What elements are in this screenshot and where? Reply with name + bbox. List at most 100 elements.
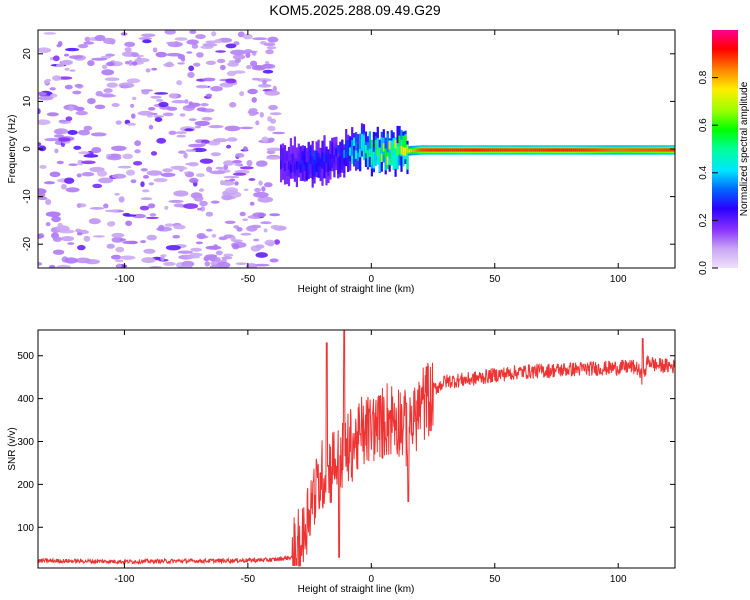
- signal-cell: [513, 148, 516, 152]
- noise-blob: [245, 52, 251, 58]
- signal-cell: [451, 148, 454, 152]
- noise-blob: [130, 103, 135, 108]
- noise-blob: [149, 213, 157, 217]
- noise-blob: [81, 160, 96, 165]
- snr-x-ticks: -100 -50 0 50 100: [114, 330, 627, 585]
- noise-blob: [270, 224, 280, 230]
- signal-cell: [438, 148, 441, 152]
- signal-cell: [315, 150, 318, 168]
- signal-cell: [430, 148, 433, 152]
- noise-blob: [64, 84, 73, 90]
- noise-blob: [94, 104, 106, 110]
- signal-cell: [311, 162, 314, 180]
- signal-cell: [576, 148, 579, 152]
- y-tick-label: -10: [22, 189, 33, 204]
- signal-cell: [321, 152, 324, 186]
- noise-blob: [173, 190, 189, 197]
- signal-cell: [594, 148, 597, 152]
- noise-blob: [172, 234, 180, 239]
- noise-blob: [147, 203, 156, 209]
- signal-cell: [601, 148, 605, 152]
- noise-blob: [253, 238, 260, 242]
- signal-cell: [475, 148, 478, 152]
- noise-blob: [267, 137, 275, 142]
- signal-cell: [580, 148, 583, 152]
- x-tick-label: 50: [489, 274, 501, 285]
- signal-cell: [647, 148, 650, 152]
- noise-blob: [106, 82, 118, 88]
- signal-cell: [309, 155, 312, 164]
- noise-blob: [269, 112, 282, 116]
- noise-blob: [225, 43, 237, 49]
- signal-cell: [404, 135, 407, 152]
- signal-cell: [366, 150, 370, 159]
- signal-cell: [355, 150, 358, 159]
- noise-blob: [38, 91, 47, 96]
- signal-cell: [349, 147, 352, 156]
- spectrogram-x-label: Height of straight line (km): [298, 284, 415, 295]
- noise-blob: [220, 82, 234, 88]
- signal-cell: [469, 148, 472, 152]
- signal-cell: [303, 155, 306, 164]
- signal-cell: [517, 148, 520, 152]
- signal-cell: [572, 148, 575, 152]
- signal-cell: [333, 155, 336, 164]
- signal-cell: [669, 148, 672, 152]
- noise-blob: [52, 75, 62, 81]
- noise-blob: [89, 207, 105, 210]
- noise-blob: [236, 227, 243, 232]
- noise-blob: [126, 122, 136, 126]
- signal-cell: [436, 148, 439, 152]
- noise-blob: [83, 41, 95, 45]
- noise-blob: [163, 62, 175, 68]
- noise-blob: [263, 42, 276, 47]
- noise-blob: [103, 203, 109, 209]
- signal-cell: [317, 157, 320, 166]
- signal-cell: [287, 161, 291, 170]
- noise-blob: [139, 205, 150, 211]
- signal-cell: [287, 146, 291, 172]
- signal-cell: [339, 159, 342, 168]
- noise-blob: [272, 85, 277, 92]
- noise-blob: [118, 82, 135, 89]
- signal-cell: [570, 148, 573, 152]
- noise-blob: [226, 70, 237, 77]
- noise-blob: [179, 113, 186, 117]
- noise-blob: [134, 58, 150, 63]
- noise-blob: [200, 103, 209, 107]
- noise-blob: [216, 58, 226, 64]
- noise-blob: [43, 32, 57, 35]
- y-tick-label: 100: [17, 523, 34, 534]
- signal-cell: [325, 155, 328, 164]
- noise-blob: [76, 173, 82, 178]
- noise-blob: [165, 245, 181, 251]
- noise-blob: [242, 146, 248, 152]
- noise-blob: [128, 59, 133, 66]
- noise-blob: [215, 50, 227, 53]
- noise-blob: [160, 254, 167, 258]
- noise-blob: [196, 233, 206, 240]
- signal-cell: [412, 149, 415, 153]
- y-tick-label: 400: [17, 394, 34, 405]
- noise-blob: [52, 55, 60, 62]
- signal-cell: [382, 143, 385, 152]
- signal-cell: [617, 148, 620, 152]
- signal-cell: [327, 163, 330, 172]
- signal-cell: [483, 148, 486, 152]
- signal-cell: [432, 148, 435, 152]
- signal-cell: [291, 163, 294, 172]
- noise-blob: [232, 172, 247, 176]
- signal-cell: [554, 148, 557, 152]
- noise-blob: [227, 62, 239, 67]
- noise-blob: [142, 39, 152, 44]
- noise-blob: [56, 264, 72, 268]
- signal-cell: [447, 148, 451, 152]
- signal-cell: [665, 148, 668, 152]
- noise-blob: [57, 41, 63, 47]
- noise-blob: [138, 37, 153, 40]
- signal-cell: [443, 148, 447, 152]
- noise-blob: [223, 253, 234, 257]
- signal-cell: [558, 148, 561, 152]
- signal-cell: [380, 137, 383, 154]
- signal-cell: [398, 146, 401, 155]
